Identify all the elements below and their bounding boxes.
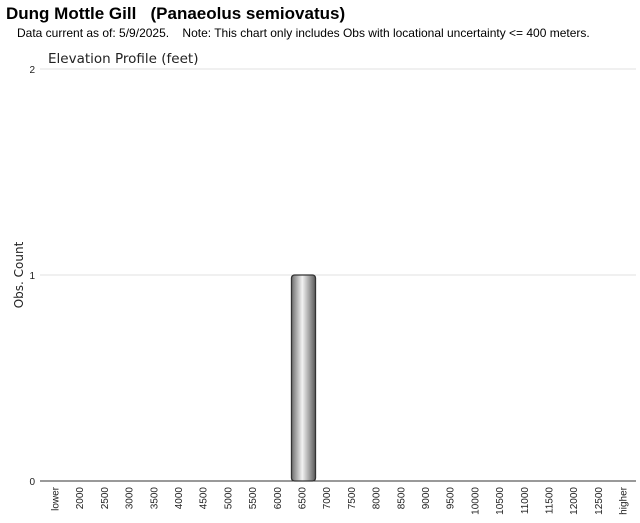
x-tick-label: 2000 <box>75 487 86 510</box>
x-tick-label: 8500 <box>396 487 407 510</box>
x-tick-labels: lower 2000 2500 3000 3500 4000 4500 5000 5500 600… <box>51 486 630 514</box>
y-tick-label: 0 <box>29 477 35 488</box>
x-tick-label: 9500 <box>446 487 457 510</box>
x-tick-label: 10500 <box>495 487 506 515</box>
x-tick-label: 6500 <box>298 487 309 510</box>
chart-title: Elevation Profile (feet) <box>48 51 198 67</box>
page-subtitle: Data current as of: 5/9/2025. Note: This… <box>17 26 590 40</box>
x-tick-label: 2500 <box>100 487 111 510</box>
x-tick-label: 7000 <box>322 487 333 510</box>
x-tick-label: 8000 <box>372 487 383 510</box>
y-tick-label: 2 <box>29 65 35 76</box>
x-tick-label: 7500 <box>347 487 358 510</box>
x-tick-label: 11500 <box>545 487 556 515</box>
page-title: Dung Mottle Gill (Panaeolus semiovatus) <box>6 4 346 23</box>
x-tick-label: 3500 <box>149 487 160 510</box>
bar-6500[interactable] <box>290 274 317 482</box>
x-tick-label: 4000 <box>174 487 185 510</box>
y-tick-labels: 0 1 2 <box>29 65 35 488</box>
x-tick-label: 4500 <box>199 487 210 510</box>
x-tick-label: 12500 <box>594 487 605 515</box>
x-tick-label: 3000 <box>125 487 136 510</box>
x-tick-label: lower <box>51 486 62 511</box>
x-tick-label: 11000 <box>520 487 531 515</box>
x-tick-label: 12000 <box>569 487 580 515</box>
x-tick-label: 5000 <box>223 487 234 510</box>
y-axis-label: Obs. Count <box>12 241 26 308</box>
x-tick-label: 9000 <box>421 487 432 510</box>
x-tick-label: 10000 <box>470 487 481 515</box>
bars <box>290 274 317 482</box>
grid-lines <box>40 68 636 482</box>
x-tick-label: 6000 <box>273 487 284 510</box>
y-tick-label: 1 <box>29 271 35 282</box>
x-tick-label: higher <box>619 486 630 514</box>
x-tick-label: 5500 <box>248 487 259 510</box>
